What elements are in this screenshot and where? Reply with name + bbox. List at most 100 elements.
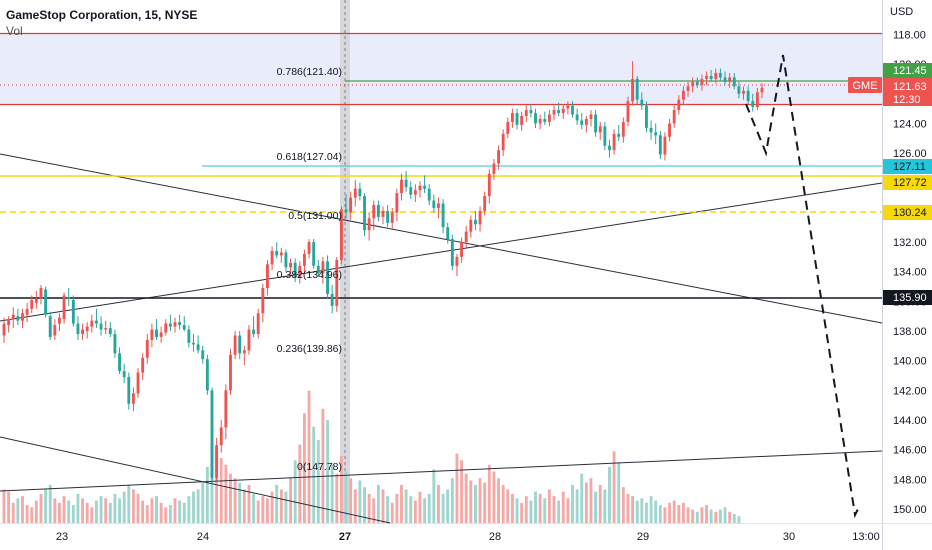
candle-body bbox=[330, 293, 334, 306]
volume-bar bbox=[326, 419, 329, 523]
volume-bar bbox=[635, 500, 639, 523]
candle-body bbox=[404, 179, 408, 188]
candle-body bbox=[746, 90, 750, 102]
candle-body bbox=[44, 289, 48, 315]
candle-body bbox=[737, 86, 741, 94]
fib-label-0382: 0.382(134.96) bbox=[277, 269, 342, 281]
candle-body bbox=[127, 377, 131, 404]
volume-bar bbox=[483, 482, 487, 523]
time-label-27: 27 bbox=[339, 531, 351, 543]
volume-bar bbox=[732, 514, 736, 523]
volume-bar bbox=[469, 480, 473, 523]
volume-bar bbox=[266, 498, 269, 523]
time-label-30: 30 bbox=[783, 531, 795, 543]
black-level-badge: 135.90 bbox=[883, 290, 932, 305]
volume-bar bbox=[492, 471, 496, 523]
candle-body bbox=[603, 126, 607, 146]
candle-body bbox=[418, 185, 422, 191]
candle-body bbox=[654, 132, 658, 136]
candle-body bbox=[376, 204, 380, 217]
candle-body bbox=[210, 390, 214, 478]
candle-body bbox=[233, 335, 237, 355]
volume-bar bbox=[247, 484, 251, 523]
time-label-29: 29 bbox=[637, 531, 649, 543]
volume-bar bbox=[404, 489, 408, 523]
price-tick-label: 134.00 bbox=[893, 267, 927, 279]
candle-body bbox=[307, 242, 311, 254]
volume-bar bbox=[543, 498, 547, 523]
price-tick-label: 124.00 bbox=[893, 118, 927, 130]
volume-bar bbox=[85, 502, 89, 523]
candle-body bbox=[700, 78, 704, 85]
price-tick-label: 146.00 bbox=[893, 445, 927, 457]
price-tick-label: 142.00 bbox=[893, 385, 927, 397]
candle-body bbox=[427, 188, 431, 201]
candle-body bbox=[742, 90, 745, 94]
volume-bar bbox=[529, 500, 533, 523]
candle-body bbox=[131, 393, 135, 404]
candle-body bbox=[159, 332, 163, 337]
volume-bar bbox=[691, 509, 695, 523]
candle-body bbox=[67, 296, 71, 299]
candle-body bbox=[645, 105, 648, 128]
volume-bar bbox=[571, 484, 574, 523]
yellow-level-badge: 127.72 bbox=[883, 175, 932, 190]
volume-bar bbox=[464, 473, 468, 523]
volume-bar bbox=[474, 484, 477, 523]
volume-bar bbox=[506, 489, 510, 523]
candle-body bbox=[552, 110, 556, 115]
volume-bar bbox=[358, 480, 362, 523]
candle-body bbox=[164, 323, 168, 333]
candle-body bbox=[677, 99, 681, 111]
volume-bar bbox=[141, 500, 145, 523]
candle-body bbox=[547, 114, 551, 122]
volume-bar bbox=[95, 500, 98, 523]
price-tick-label: 148.00 bbox=[893, 474, 927, 486]
volume-bar bbox=[335, 473, 339, 523]
volume-bar bbox=[418, 491, 422, 523]
volume-indicator-label[interactable]: Vol bbox=[6, 24, 23, 38]
volume-bar bbox=[432, 469, 436, 523]
candle-body bbox=[229, 354, 232, 391]
volume-bar bbox=[48, 484, 52, 523]
candle-body bbox=[168, 323, 172, 327]
volume-bar bbox=[446, 489, 450, 523]
volume-bar bbox=[478, 478, 482, 523]
time-label-1300: 13:00 bbox=[852, 531, 880, 543]
price-tick-label: 140.00 bbox=[893, 356, 927, 368]
candle-body bbox=[85, 326, 89, 332]
candle-body bbox=[464, 231, 468, 243]
volume-bar bbox=[330, 464, 334, 523]
candle-body bbox=[284, 252, 288, 268]
candle-body bbox=[349, 197, 353, 213]
volume-bar bbox=[617, 462, 621, 523]
candle-body bbox=[215, 445, 219, 478]
candle-body bbox=[455, 256, 459, 266]
volume-bar bbox=[145, 505, 149, 523]
fib-label-05: 0.5(131.00) bbox=[288, 210, 342, 222]
candle-body bbox=[173, 322, 177, 327]
symbol-title[interactable]: GameStop Corporation, 15, NYSE bbox=[6, 8, 198, 22]
candle-body bbox=[524, 110, 528, 117]
candle-body bbox=[316, 265, 320, 274]
ticker-badge: GME bbox=[848, 77, 882, 93]
time-scale[interactable]: 23 24 27 28 29 30 13:00 bbox=[56, 531, 880, 543]
volume-bar bbox=[510, 493, 514, 523]
candle-body bbox=[205, 359, 209, 391]
candle-body bbox=[76, 323, 80, 335]
candle-body bbox=[732, 77, 736, 87]
volume-bar bbox=[256, 500, 260, 523]
volume-bar bbox=[672, 500, 676, 523]
volume-bar bbox=[76, 493, 80, 523]
volume-bar bbox=[668, 502, 671, 523]
volume-bar bbox=[11, 502, 15, 523]
candle-body bbox=[386, 210, 390, 223]
candle-body bbox=[238, 335, 242, 354]
volume-bar bbox=[700, 507, 704, 523]
volume-bar bbox=[168, 505, 172, 523]
volume-bar bbox=[427, 493, 431, 523]
volume-bar bbox=[598, 484, 602, 523]
fib-label-0786: 0.786(121.40) bbox=[277, 66, 342, 78]
volume-bar bbox=[312, 426, 316, 523]
